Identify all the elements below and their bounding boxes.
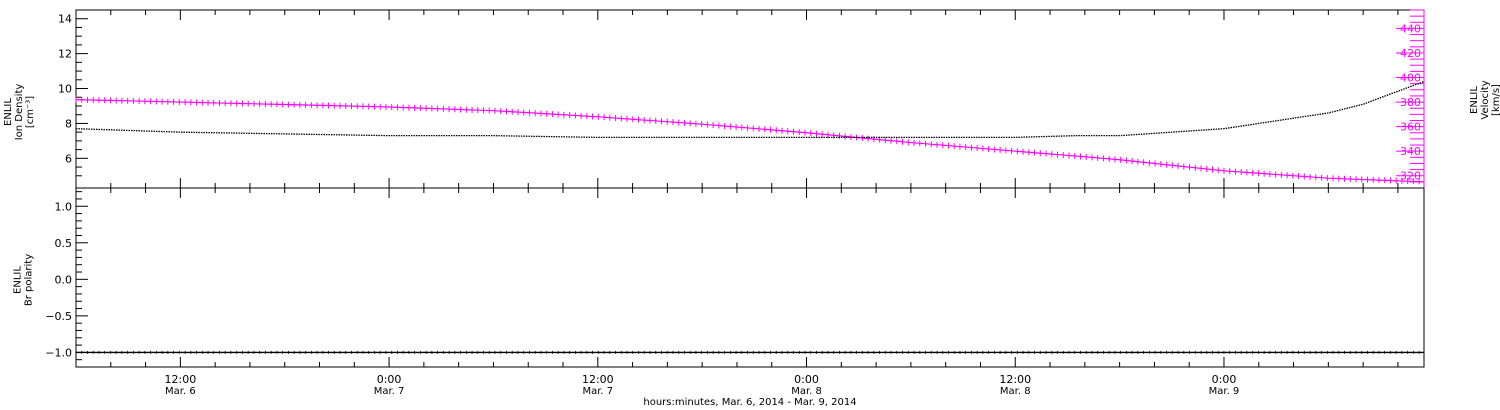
density-tick-label: 14 bbox=[58, 13, 72, 26]
density-series-line bbox=[75, 80, 1425, 139]
velocity-axis-title: ENLIL Velocity [km/s] bbox=[1469, 80, 1500, 119]
polarity-axis-title: ENLIL Br polarity bbox=[13, 254, 35, 306]
velocity-tick-label: 320 bbox=[1400, 170, 1421, 183]
density-axis-title-line: [cm⁻³] bbox=[25, 96, 36, 128]
polarity-panel: 1.0 0.5 0.0 −0.5 −1.0 ENLIL Br polarity bbox=[13, 187, 1425, 368]
density-tick-label: 8 bbox=[65, 117, 72, 130]
x-tick-date: Mar. 8 bbox=[791, 386, 822, 397]
velocity-series-marks bbox=[75, 96, 1420, 185]
velocity-tick-label: 400 bbox=[1400, 72, 1421, 85]
density-tick-label: 6 bbox=[65, 152, 72, 165]
velocity-tick-label: 380 bbox=[1400, 96, 1421, 109]
x-tick-time: 12:00 bbox=[165, 373, 197, 386]
density-axis-title: ENLIL Ion Density [cm⁻³] bbox=[3, 84, 36, 141]
velocity-axis-title-line: ENLIL bbox=[1469, 86, 1480, 114]
density-axis-title-line: ENLIL bbox=[3, 98, 14, 126]
x-tick-date: Mar. 6 bbox=[165, 386, 196, 397]
x-tick-time: 12:00 bbox=[999, 373, 1031, 386]
polarity-series-marks bbox=[75, 350, 1420, 354]
velocity-tick-label: 440 bbox=[1400, 22, 1421, 35]
polarity-tick-label: 1.0 bbox=[55, 200, 73, 213]
polarity-axis-title-line: Br polarity bbox=[24, 254, 35, 306]
polarity-tick-label: −1.0 bbox=[45, 346, 72, 359]
polarity-axis-title-line: ENLIL bbox=[13, 266, 24, 294]
polarity-tick-label: 0.0 bbox=[55, 273, 73, 286]
top-plot-frame bbox=[75, 9, 1425, 189]
polarity-tick-label: −0.5 bbox=[45, 310, 72, 323]
bottom-plot-frame bbox=[75, 187, 1425, 368]
x-tick-time: 12:00 bbox=[582, 373, 614, 386]
velocity-tick-label: 360 bbox=[1400, 121, 1421, 134]
x-tick-date: Mar. 9 bbox=[1209, 386, 1240, 397]
x-tick-date: Mar. 8 bbox=[1000, 386, 1031, 397]
x-tick-time: 0:00 bbox=[794, 373, 819, 386]
velocity-axis-title-line: [km/s] bbox=[1491, 84, 1500, 116]
velocity-tick-label: 420 bbox=[1400, 47, 1421, 60]
polarity-tick-label: 0.5 bbox=[55, 237, 73, 250]
density-axis-title-line: Ion Density bbox=[14, 84, 25, 141]
x-tick-date: Mar. 7 bbox=[582, 386, 613, 397]
density-tick-label: 10 bbox=[58, 83, 72, 96]
velocity-tick-label: 340 bbox=[1400, 145, 1421, 158]
velocity-series-line bbox=[75, 99, 1425, 183]
x-tick-date: Mar. 7 bbox=[374, 386, 405, 397]
velocity-axis-title-line: Velocity bbox=[1480, 80, 1491, 119]
x-axis-label: hours:minutes, Mar. 6, 2014 - Mar. 9, 20… bbox=[643, 397, 856, 408]
x-tick-time: 0:00 bbox=[377, 373, 402, 386]
x-tick-time: 0:00 bbox=[1212, 373, 1237, 386]
density-tick-label: 12 bbox=[58, 48, 72, 61]
